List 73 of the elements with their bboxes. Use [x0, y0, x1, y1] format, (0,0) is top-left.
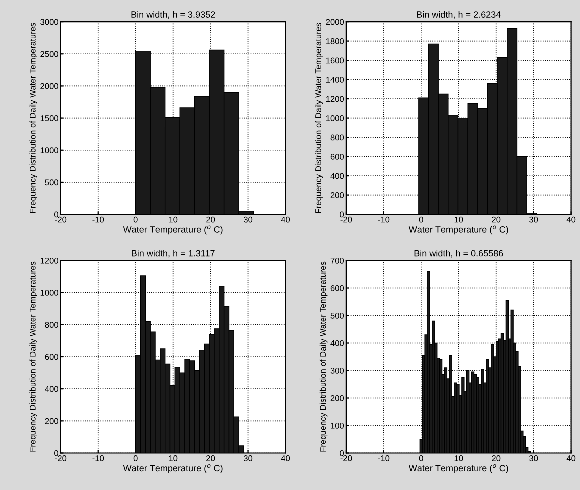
x-tick-label: 0: [419, 216, 424, 223]
y-tick-label: 3000: [40, 19, 58, 26]
x-tick-label: 10: [169, 216, 178, 223]
y-tick-label: 1000: [40, 148, 58, 154]
x-tick-label: 20: [492, 456, 501, 462]
x-tick-label: 30: [530, 456, 538, 462]
y-tick-label: 400: [45, 386, 58, 392]
x-tick-label: 40: [281, 216, 290, 223]
x-tick-label: -20: [340, 456, 352, 462]
y-tick-label: 100: [331, 422, 344, 429]
x-tick-label: -10: [378, 456, 390, 462]
x-tick-label: 30: [530, 216, 538, 223]
y-tick-label: 800: [45, 322, 58, 328]
x-tick-label: 10: [454, 216, 464, 223]
y-tick-label: 0: [54, 212, 58, 218]
y-tick-label: 0: [340, 450, 344, 456]
x-tick-label: 10: [454, 456, 464, 462]
y-tick-label: 2500: [40, 51, 58, 58]
x-axis-title: Water Temperature ($^{o}$ C): [123, 226, 223, 235]
x-tick-label: 0: [134, 456, 138, 462]
x-tick-label: -10: [92, 216, 104, 223]
y-tick-label: 0: [54, 450, 58, 456]
x-tick-label: 40: [566, 456, 576, 462]
x-axis-title: Water Temperature ($^{o}$ C): [408, 464, 508, 474]
x-tick-label: 20: [206, 216, 216, 223]
y-tick-label: 700: [330, 258, 344, 264]
y-tick-label: 1000: [326, 116, 344, 122]
y-tick-label: 600: [330, 285, 344, 292]
y-tick-label: 500: [330, 312, 344, 319]
chart-title: Bin width, h = 1.3117: [132, 250, 215, 258]
x-tick-label: -20: [55, 456, 67, 462]
y-tick-label: 2000: [326, 19, 344, 26]
x-tick-label: 0: [419, 456, 424, 462]
x-tick-label: 40: [281, 456, 290, 462]
y-tick-label: 600: [330, 154, 344, 160]
x-tick-label: 30: [244, 216, 253, 223]
y-tick-label: 500: [45, 180, 58, 186]
chart-title: Bin width, h = 2.6234: [417, 11, 501, 20]
y-axis-title: Frequency Distribution of Daily Water Temperatures: [320, 262, 328, 452]
x-tick-label: -20: [340, 216, 352, 223]
y-tick-label: 1400: [326, 77, 344, 83]
y-tick-label: 1600: [326, 58, 344, 64]
y-axis-title: Frequency Distribution of Daily Water Temperatures: [315, 23, 324, 214]
y-axis-title: Frequency Distribution of Daily Water Temperatures: [30, 262, 38, 452]
y-tick-label: 200: [45, 418, 58, 424]
chart-title: Bin width, h = 0.65586: [414, 250, 504, 258]
x-axis-title: Water Temperature ($^{o}$ C): [408, 226, 508, 235]
y-axis-title: Frequency Distribution of Daily Water Temperatures: [30, 23, 38, 214]
x-tick-label: 20: [492, 216, 501, 223]
x-tick-label: 0: [134, 216, 138, 223]
y-tick-label: 1800: [326, 38, 344, 44]
chart-title: Bin width, h = 3.9352: [132, 11, 216, 20]
x-tick-label: -10: [378, 216, 390, 223]
x-tick-label: -10: [92, 456, 104, 462]
y-tick-label: 200: [330, 192, 344, 198]
y-tick-label: 0: [340, 212, 344, 218]
y-tick-label: 400: [330, 340, 344, 346]
y-tick-label: 1500: [40, 116, 58, 122]
x-tick-label: 40: [566, 216, 576, 223]
y-tick-label: 300: [330, 368, 344, 374]
y-tick-label: 1200: [40, 258, 58, 264]
x-tick-label: 10: [169, 456, 178, 462]
y-tick-label: 200: [330, 395, 344, 402]
x-tick-label: -20: [55, 216, 67, 223]
x-tick-label: 30: [244, 456, 253, 462]
y-tick-label: 800: [330, 134, 344, 141]
y-tick-label: 1200: [326, 96, 344, 102]
y-tick-label: 2000: [40, 83, 58, 90]
y-tick-label: 600: [45, 354, 58, 360]
x-axis-title: Water Temperature ($^{o}$ C): [123, 464, 223, 474]
x-tick-label: 20: [206, 456, 216, 462]
y-tick-label: 1000: [40, 290, 58, 296]
y-tick-label: 400: [330, 173, 344, 180]
